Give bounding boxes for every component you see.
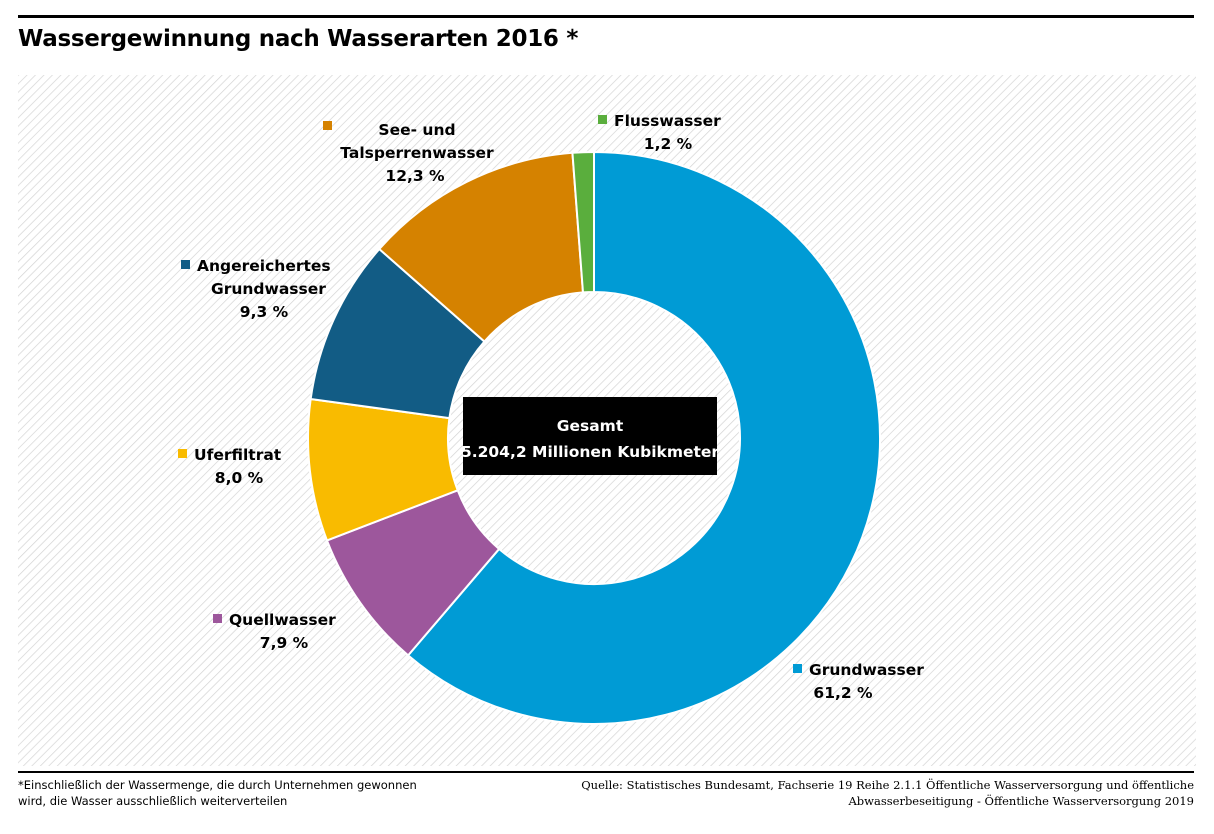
legend-marker-quellwasser <box>213 614 222 623</box>
total-heading: Gesamt <box>557 417 624 435</box>
total-value: 5.204,2 Millionen Kubikmeter <box>461 443 719 461</box>
footnote-line-1: *Einschließlich der Wassermenge, die dur… <box>18 778 417 792</box>
category-label-grundwasser: Grundwasser <box>809 661 924 679</box>
legend-marker-uferfiltrat <box>178 449 187 458</box>
chart-title: Wassergewinnung nach Wasserarten 2016 * <box>18 26 579 52</box>
footnote: *Einschließlich der Wassermenge, die dur… <box>18 777 438 809</box>
footnote-line-2: wird, die Wasser ausschließlich weiterve… <box>18 794 288 808</box>
category-label-see-und-talsperrenwasser-2: Talsperrenwasser <box>340 144 494 162</box>
source-note: Quelle: Statistisches Bundesamt, Fachser… <box>554 777 1194 809</box>
category-label-see-und-talsperrenwasser-1: See- und <box>378 121 455 139</box>
value-label-uferfiltrat: 8,0 % <box>215 469 264 487</box>
label-group-quellwasser: Quellwasser 7,9 % <box>213 611 336 652</box>
source-line-1: Quelle: Statistisches Bundesamt, Fachser… <box>581 778 1194 792</box>
slice-flusswasser <box>571 150 595 294</box>
source-line-2: Abwasserbeseitigung - Öffentliche Wasser… <box>848 794 1194 808</box>
value-label-angereichertes-grundwasser: 9,3 % <box>240 303 289 321</box>
donut-chart: Grundwasser 61,2 % Quellwasser 7,9 % Uferfil… <box>18 75 1196 766</box>
chart-area: Grundwasser 61,2 % Quellwasser 7,9 % Uferfil… <box>18 75 1196 766</box>
legend-marker-grundwasser <box>793 664 802 673</box>
category-label-quellwasser: Quellwasser <box>229 611 336 629</box>
category-label-uferfiltrat: Uferfiltrat <box>194 446 282 464</box>
top-rule <box>18 15 1194 18</box>
label-group-grundwasser: Grundwasser 61,2 % <box>793 661 924 702</box>
legend-marker-flusswasser <box>598 115 607 124</box>
bottom-rule <box>18 771 1194 773</box>
total-box: Gesamt 5.204,2 Millionen Kubikmeter <box>461 397 719 475</box>
value-label-quellwasser: 7,9 % <box>260 634 309 652</box>
label-group-angereichertes-grundwasser: Angereichertes Grundwasser 9,3 % <box>181 257 331 321</box>
label-group-see-und-talsperrenwasser: See- und Talsperrenwasser 12,3 % <box>323 121 494 185</box>
category-label-angereichertes-grundwasser-1: Angereichertes <box>197 257 331 275</box>
legend-marker-angereichertes-grundwasser <box>181 260 190 269</box>
label-group-uferfiltrat: Uferfiltrat 8,0 % <box>178 446 282 487</box>
value-label-flusswasser: 1,2 % <box>644 135 693 153</box>
slice-grundwasser <box>406 150 881 725</box>
total-box-background <box>463 397 717 475</box>
category-label-flusswasser: Flusswasser <box>614 112 721 130</box>
value-label-see-und-talsperrenwasser: 12,3 % <box>385 167 445 185</box>
category-label-angereichertes-grundwasser-2: Grundwasser <box>211 280 326 298</box>
legend-marker-see-und-talsperrenwasser <box>323 121 332 130</box>
label-group-flusswasser: Flusswasser 1,2 % <box>598 112 721 153</box>
value-label-grundwasser: 61,2 % <box>813 684 873 702</box>
